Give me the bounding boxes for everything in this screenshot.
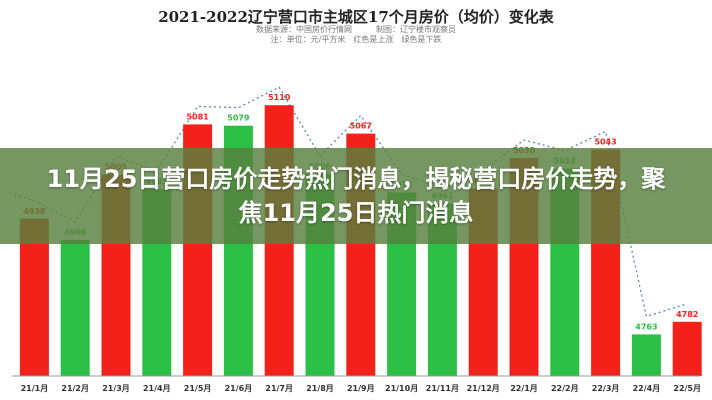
x-tick-label: 22/5月 xyxy=(673,384,701,393)
value-label: 4782 xyxy=(676,310,698,319)
x-tick-label: 21/7月 xyxy=(265,384,293,393)
x-tick-label: 21/1月 xyxy=(21,384,49,393)
chart-title: 2021-2022辽宁营口市主城区17个月房价（均价）变化表 xyxy=(158,8,554,26)
x-tick-label: 22/1月 xyxy=(510,384,538,393)
x-tick-label: 21/4月 xyxy=(143,384,171,393)
bar-22/5月 xyxy=(672,321,702,376)
value-label: 5079 xyxy=(227,114,250,123)
value-label: 5081 xyxy=(186,112,209,121)
value-label: 5067 xyxy=(350,122,372,131)
x-tick-label: 21/12月 xyxy=(467,384,500,393)
x-tick-label: 21/11月 xyxy=(426,384,459,393)
x-tick-label: 22/2月 xyxy=(551,384,579,393)
x-tick-label: 21/6月 xyxy=(225,384,253,393)
x-tick-label: 21/2月 xyxy=(61,384,89,393)
bar-22/4月 xyxy=(631,334,661,376)
value-label: 5110 xyxy=(268,93,291,102)
bar-21/1月 xyxy=(19,218,49,376)
x-tick-label: 21/9月 xyxy=(347,384,375,393)
headline-banner: 11月25日营口房价走势热门消息，揭秘营口房价走势，聚焦11月25日热门消息 xyxy=(0,148,712,244)
value-label: 4763 xyxy=(635,322,657,331)
x-tick-label: 21/10月 xyxy=(385,384,418,393)
bar-21/2月 xyxy=(60,239,90,376)
x-tick-label: 21/5月 xyxy=(184,384,212,393)
x-tick-label: 22/4月 xyxy=(633,384,661,393)
chart-unit-note: 注：单位：元/平方米 红色是上涨 绿色是下跌 xyxy=(270,35,442,44)
x-tick-label: 21/3月 xyxy=(102,384,130,393)
headline-text: 11月25日营口房价走势热门消息，揭秘营口房价走势，聚焦11月25日热门消息 xyxy=(46,165,666,227)
x-tick-label: 21/8月 xyxy=(306,384,334,393)
value-label: 5043 xyxy=(594,138,616,147)
x-tick-label: 22/3月 xyxy=(592,384,620,393)
chart-source-note: 数据来源：中国房价行情网 制图：辽宁楼市观察员 xyxy=(256,25,456,34)
